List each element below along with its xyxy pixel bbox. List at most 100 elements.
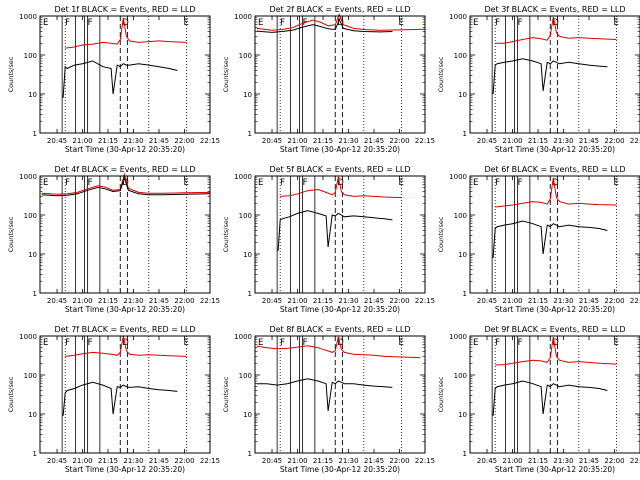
x-tick-label: 20:45 [47,137,67,145]
x-tick-label: 21:45 [149,457,169,465]
x-tick-label: 20:45 [477,137,497,145]
x-tick-label: 21:00 [502,297,522,305]
marker-letter: F [303,178,308,188]
marker-letter: F [303,338,308,348]
x-tick-label: 21:00 [502,137,522,145]
x-tick-label: 21:45 [364,297,384,305]
y-tick-label: 100 [454,212,467,220]
marker-letter: F [65,338,70,348]
marker-letter: F [518,18,523,28]
y-tick-label: 1000 [449,333,467,341]
x-tick-label: 22:15 [415,137,435,145]
detector-panel-1: Det 1f BLACK = Events, RED = LLD Counts/s… [7,5,220,154]
x-tick-label: 21:15 [313,137,333,145]
x-tick-label: 20:45 [262,137,282,145]
series-events [62,381,178,416]
y-tick-label: 1 [33,450,37,458]
marker-letter: E [399,178,404,188]
y-tick-label: 1 [463,450,467,458]
x-tick-label: 21:30 [553,137,573,145]
plot-frame [254,335,426,454]
plot-frame [39,15,211,134]
x-tick-label: 22:00 [604,297,624,305]
panel-title: Det 7f BLACK = Events, RED = LLD [54,325,195,334]
x-tick-label: 22:15 [200,297,220,305]
x-tick-label: 21:30 [553,457,573,465]
y-tick-label: 1 [248,130,252,138]
x-axis-label: Start Time (30-Apr-12 20:35:20) [495,465,615,474]
x-tick-label: 22:00 [174,457,194,465]
series-lld [280,176,402,199]
x-axis-label: Start Time (30-Apr-12 20:35:20) [280,465,400,474]
x-tick-label: 22:15 [630,137,640,145]
panel-title: Det 3f BLACK = Events, RED = LLD [484,5,625,14]
x-tick-label: 22:15 [415,297,435,305]
x-axis-label: Start Time (30-Apr-12 20:35:20) [280,305,400,314]
series-lld [65,17,187,49]
marker-letter: E [614,178,619,188]
x-tick-label: 21:15 [313,457,333,465]
series-lld [495,16,617,44]
detector-panel-7: Det 7f BLACK = Events, RED = LLD Counts/s… [7,325,220,474]
detector-panel-2: Det 2f BLACK = Events, RED = LLD Counts/s… [222,5,435,154]
x-tick-label: 22:00 [174,297,194,305]
plot-frame [39,175,211,294]
x-tick-label: 21:45 [579,137,599,145]
x-tick-label: 21:30 [338,457,358,465]
y-tick-label: 10 [28,91,37,99]
plot-frame [469,175,640,294]
marker-letter: E [258,178,263,188]
x-tick-label: 22:00 [604,137,624,145]
x-tick-label: 21:15 [528,137,548,145]
x-tick-label: 21:00 [287,137,307,145]
y-axis-label: Counts/sec [437,376,445,412]
x-tick-label: 21:30 [553,297,573,305]
x-tick-label: 22:00 [389,297,409,305]
series-lld [41,172,211,195]
y-tick-label: 1 [248,450,252,458]
y-axis-label: Counts/sec [222,56,230,92]
x-tick-label: 22:15 [200,457,220,465]
x-tick-label: 21:00 [287,457,307,465]
series-lld [495,336,617,366]
panel-title: Det 8f BLACK = Events, RED = LLD [269,325,410,334]
y-axis-label: Counts/sec [7,216,15,252]
marker-letter: E [184,338,189,348]
x-tick-label: 22:15 [200,137,220,145]
x-tick-label: 20:45 [47,297,67,305]
marker-letter: D [552,178,559,188]
x-tick-label: 21:45 [364,457,384,465]
x-tick-label: 22:15 [415,457,435,465]
panel-title: Det 9f BLACK = Events, RED = LLD [484,325,625,334]
y-tick-label: 100 [239,372,252,380]
y-axis-label: Counts/sec [7,56,15,92]
marker-letter: F [518,338,523,348]
marker-letter: E [184,18,189,28]
marker-letter: E [614,338,619,348]
detector-panel-8: Det 8f BLACK = Events, RED = LLD Counts/s… [222,325,435,474]
x-tick-label: 21:30 [338,137,358,145]
x-tick-label: 21:00 [72,457,92,465]
series-lld [495,177,617,208]
x-tick-label: 21:30 [338,297,358,305]
y-tick-label: 10 [243,411,252,419]
x-tick-label: 21:30 [123,297,143,305]
detector-panel-6: Det 6f BLACK = Events, RED = LLD Counts/s… [437,165,640,314]
y-axis-label: Counts/sec [7,376,15,412]
marker-letter: E [43,178,48,188]
panel-title: Det 1f BLACK = Events, RED = LLD [54,5,195,14]
y-tick-label: 1000 [449,173,467,181]
marker-letter: E [399,338,404,348]
y-axis-label: Counts/sec [222,216,230,252]
detector-panel-3: Det 3f BLACK = Events, RED = LLD Counts/s… [437,5,640,154]
x-tick-label: 21:00 [72,297,92,305]
x-tick-label: 21:15 [528,457,548,465]
marker-letter: E [43,338,48,348]
y-axis-label: Counts/sec [437,56,445,92]
y-tick-label: 1 [463,290,467,298]
y-tick-label: 10 [458,91,467,99]
marker-letter: E [473,18,478,28]
x-axis-label: Start Time (30-Apr-12 20:35:20) [280,145,400,154]
y-tick-label: 1 [463,130,467,138]
x-tick-label: 22:00 [604,457,624,465]
